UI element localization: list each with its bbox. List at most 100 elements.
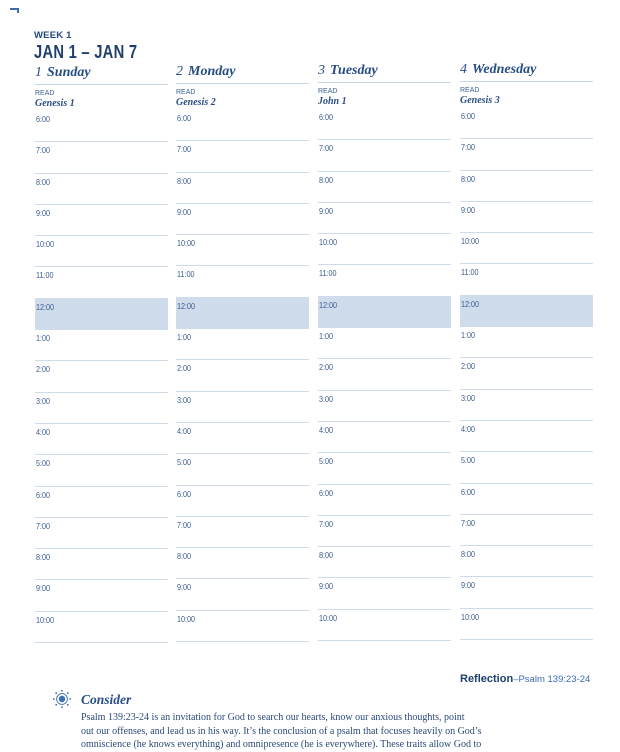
time-slot[interactable]: 7:00 xyxy=(460,139,593,171)
time-slot[interactable]: 6:00 xyxy=(35,111,168,143)
time-label: 6:00 xyxy=(36,114,51,124)
time-slot[interactable]: 8:00 xyxy=(318,547,451,579)
heading-rule xyxy=(318,82,451,83)
read-label: READ xyxy=(460,87,480,94)
time-slot[interactable]: 2:00 xyxy=(35,361,168,393)
time-slot[interactable]: 7:00 xyxy=(176,517,309,549)
time-label: 10:00 xyxy=(177,238,196,249)
time-slot[interactable]: 6:00 xyxy=(176,110,309,142)
time-slot[interactable]: 8:00 xyxy=(318,172,451,203)
time-label: 7:00 xyxy=(319,518,334,529)
time-slot[interactable]: 12:00 xyxy=(318,296,451,329)
time-slot[interactable]: 8:00 xyxy=(176,548,309,580)
time-slot[interactable]: 5:00 xyxy=(35,455,168,487)
time-slot[interactable]: 6:00 xyxy=(460,484,593,515)
time-slot[interactable]: 6:00 xyxy=(318,485,451,516)
time-label: 6:00 xyxy=(461,111,476,121)
time-slot[interactable]: 12:00 xyxy=(35,298,168,331)
time-slot[interactable]: 10:00 xyxy=(318,610,451,642)
time-slot[interactable]: 10:00 xyxy=(460,609,593,641)
time-slot[interactable]: 9:00 xyxy=(176,579,309,611)
time-slot[interactable]: 5:00 xyxy=(318,453,451,485)
time-slot[interactable]: 9:00 xyxy=(460,202,593,234)
time-slot[interactable]: 10:00 xyxy=(318,234,451,266)
time-label: 10:00 xyxy=(461,611,480,622)
time-slot[interactable]: 8:00 xyxy=(460,171,593,202)
time-slot[interactable]: 3:00 xyxy=(318,391,451,422)
time-slot[interactable]: 2:00 xyxy=(318,359,451,391)
time-slot[interactable]: 1:00 xyxy=(176,329,309,361)
time-label: 10:00 xyxy=(319,612,338,623)
time-slot[interactable]: 10:00 xyxy=(35,612,168,644)
time-slot[interactable]: 12:00 xyxy=(460,295,593,328)
time-label: 8:00 xyxy=(319,550,334,561)
time-slot[interactable]: 11:00 xyxy=(176,266,309,298)
time-label: 7:00 xyxy=(36,145,51,156)
time-slot[interactable]: 7:00 xyxy=(460,515,593,547)
time-slot[interactable]: 2:00 xyxy=(176,360,309,392)
time-slot[interactable]: 7:00 xyxy=(35,518,168,550)
consider-title: Consider xyxy=(81,692,132,707)
time-slot[interactable]: 6:00 xyxy=(35,487,168,518)
time-slot[interactable]: 8:00 xyxy=(35,174,168,205)
day-column: 1 Sunday READ Genesis 1 6:00 7:00 8:00 9:00 1… xyxy=(35,65,168,644)
time-slot[interactable]: 7:00 xyxy=(318,516,451,548)
time-slot[interactable]: 11:00 xyxy=(35,267,168,299)
time-slot[interactable]: 8:00 xyxy=(35,549,168,581)
time-slot[interactable]: 10:00 xyxy=(35,236,168,268)
time-slots: 6:00 7:00 8:00 9:00 10:00 11:00 12:00 1:00 2:00 3… xyxy=(176,110,309,643)
time-slot[interactable]: 4:00 xyxy=(35,424,168,456)
read-label: READ xyxy=(318,88,338,95)
time-label: 7:00 xyxy=(319,143,334,154)
time-label: 8:00 xyxy=(177,551,192,562)
time-slot[interactable]: 9:00 xyxy=(460,577,593,609)
time-label: 3:00 xyxy=(461,392,476,403)
time-label: 9:00 xyxy=(177,206,192,217)
time-slot[interactable]: 3:00 xyxy=(176,392,309,423)
time-slot[interactable]: 4:00 xyxy=(460,421,593,453)
time-label: 10:00 xyxy=(319,237,338,248)
time-label: 9:00 xyxy=(461,580,476,591)
time-slot[interactable]: 6:00 xyxy=(460,108,593,140)
time-slot[interactable]: 9:00 xyxy=(176,204,309,236)
time-slot[interactable]: 7:00 xyxy=(176,141,309,173)
time-label: 6:00 xyxy=(319,487,334,498)
date-range-title: JAN 1 – JAN 7 xyxy=(34,42,138,62)
week-label: WEEK 1 xyxy=(34,30,72,41)
time-label: 5:00 xyxy=(461,455,476,466)
time-slot[interactable]: 11:00 xyxy=(460,264,593,296)
time-slot[interactable]: 4:00 xyxy=(318,422,451,454)
time-slot[interactable]: 11:00 xyxy=(318,265,451,297)
sun-icon xyxy=(52,689,72,709)
time-slot[interactable]: 4:00 xyxy=(176,423,309,455)
time-slot[interactable]: 3:00 xyxy=(35,393,168,424)
time-slot[interactable]: 1:00 xyxy=(318,328,451,360)
time-slot[interactable]: 12:00 xyxy=(176,297,309,330)
time-slot[interactable]: 6:00 xyxy=(318,109,451,141)
time-slot[interactable]: 5:00 xyxy=(460,452,593,484)
time-slot[interactable]: 7:00 xyxy=(318,140,451,172)
time-slot[interactable]: 1:00 xyxy=(35,330,168,362)
time-slot[interactable]: 9:00 xyxy=(318,203,451,235)
time-slot[interactable]: 10:00 xyxy=(176,235,309,267)
time-slot[interactable]: 8:00 xyxy=(460,546,593,578)
time-label: 8:00 xyxy=(461,173,476,184)
time-slot[interactable]: 9:00 xyxy=(318,578,451,610)
time-slot[interactable]: 9:00 xyxy=(35,205,168,237)
time-slot[interactable]: 7:00 xyxy=(35,142,168,174)
reading-passage: Genesis 1 xyxy=(35,98,75,109)
time-label: 11:00 xyxy=(36,270,54,281)
time-slot[interactable]: 10:00 xyxy=(460,233,593,265)
time-slot[interactable]: 1:00 xyxy=(460,327,593,359)
time-label: 7:00 xyxy=(461,517,476,528)
time-slot[interactable]: 9:00 xyxy=(35,580,168,612)
time-slot[interactable]: 8:00 xyxy=(176,173,309,204)
time-slot[interactable]: 3:00 xyxy=(460,390,593,421)
reading-passage: Genesis 2 xyxy=(176,97,216,108)
time-slot[interactable]: 5:00 xyxy=(176,454,309,486)
time-label: 10:00 xyxy=(177,613,196,624)
time-slot[interactable]: 6:00 xyxy=(176,486,309,517)
time-slot[interactable]: 2:00 xyxy=(460,358,593,390)
time-slot[interactable]: 10:00 xyxy=(176,611,309,643)
time-label: 10:00 xyxy=(461,236,480,247)
